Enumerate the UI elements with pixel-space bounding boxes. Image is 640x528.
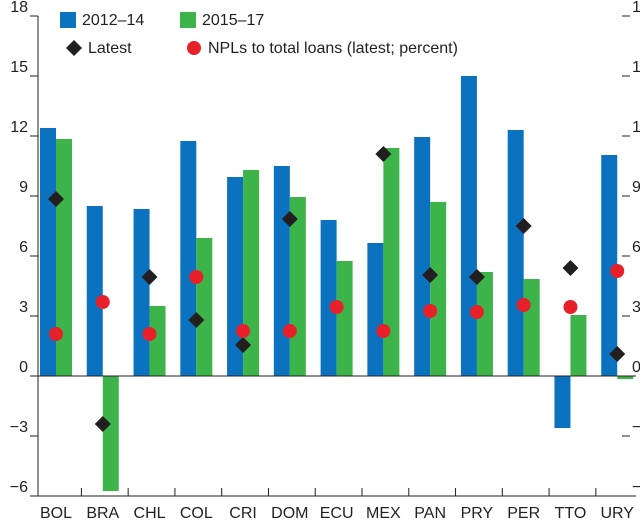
bar — [367, 243, 384, 376]
y2-tick-label: 3 — [632, 299, 640, 316]
bar — [430, 202, 447, 376]
legend-swatch — [180, 12, 196, 28]
y-tick-label: −3 — [10, 419, 28, 436]
bar — [133, 209, 150, 376]
x-tick-label: PAN — [414, 505, 446, 522]
latest-marker — [375, 146, 392, 162]
y2-tick-label: 9 — [632, 179, 640, 196]
npl-marker — [423, 304, 438, 318]
bar — [40, 128, 56, 376]
latest-marker — [94, 416, 111, 432]
bar — [570, 315, 587, 376]
y2-tick-label: 0 — [632, 359, 640, 376]
latest-marker — [468, 269, 485, 285]
npl-marker — [282, 324, 297, 338]
bar — [243, 170, 260, 376]
x-tick-label: PRY — [461, 505, 494, 522]
npl-marker — [563, 300, 578, 314]
bar — [414, 137, 431, 376]
y-tick-label: 9 — [19, 179, 28, 196]
npl-marker — [610, 264, 625, 278]
latest-marker — [609, 346, 626, 362]
bar — [86, 206, 103, 376]
bar — [102, 376, 119, 491]
x-tick-label: URY — [600, 505, 634, 522]
npl-marker — [95, 295, 110, 309]
npl-marker — [469, 305, 484, 319]
latest-marker — [562, 260, 579, 276]
legend-label: NPLs to total loans (latest; percent) — [208, 40, 458, 57]
legend-label: 2012–14 — [82, 12, 144, 29]
legend-label: 2015–17 — [202, 12, 264, 29]
bar — [601, 155, 618, 376]
y-tick-label: 15 — [10, 59, 28, 76]
bar — [523, 279, 540, 376]
latest-marker — [281, 211, 298, 227]
bar — [460, 76, 477, 376]
y2-tick-label: −6 — [632, 479, 640, 496]
y-tick-label: 0 — [19, 359, 28, 376]
y-tick-label: 3 — [19, 299, 28, 316]
y2-tick-label: 18 — [632, 0, 640, 16]
npl-marker — [189, 270, 204, 284]
y2-tick-label: 6 — [632, 239, 640, 256]
x-tick-label: ECU — [320, 505, 354, 522]
bar — [554, 376, 571, 428]
y2-tick-label: −3 — [632, 419, 640, 436]
latest-marker — [515, 218, 532, 234]
bar — [383, 148, 400, 376]
legend-swatch — [60, 12, 76, 28]
x-tick-label: DOM — [271, 505, 308, 522]
x-tick-label: PER — [507, 505, 540, 522]
latest-marker — [141, 269, 158, 285]
bar — [149, 306, 166, 376]
bar — [617, 376, 634, 379]
npl-marker — [516, 298, 531, 312]
bar — [336, 261, 353, 376]
latest-marker — [422, 267, 439, 283]
legend-swatch — [66, 40, 82, 56]
bar — [320, 220, 337, 376]
x-tick-label: COL — [180, 505, 213, 522]
y2-tick-label: 15 — [632, 59, 640, 76]
npl-marker — [49, 327, 63, 341]
npl-marker — [142, 327, 157, 341]
npl-marker — [329, 300, 344, 314]
x-tick-label: CRI — [229, 505, 257, 522]
bar — [507, 130, 524, 376]
npl-marker — [236, 324, 251, 338]
x-tick-label: MEX — [366, 505, 401, 522]
legend-label: Latest — [88, 40, 132, 57]
npl-marker — [376, 324, 391, 338]
latest-marker — [235, 337, 252, 353]
x-tick-label: CHL — [134, 505, 166, 522]
y-tick-label: 18 — [10, 0, 28, 16]
latest-marker — [48, 191, 64, 207]
bar — [476, 272, 493, 376]
x-tick-label: BRA — [86, 505, 119, 522]
latest-marker — [188, 312, 205, 328]
y-tick-label: −6 — [10, 479, 28, 496]
y-tick-label: 6 — [19, 239, 28, 256]
bar — [196, 238, 213, 376]
y2-tick-label: 12 — [632, 119, 640, 136]
bar — [273, 166, 290, 376]
y-tick-label: 12 — [10, 119, 28, 136]
legend-swatch — [187, 41, 201, 55]
x-tick-label: TTO — [555, 505, 587, 522]
x-tick-label: BOL — [40, 505, 72, 522]
bar — [180, 141, 197, 376]
